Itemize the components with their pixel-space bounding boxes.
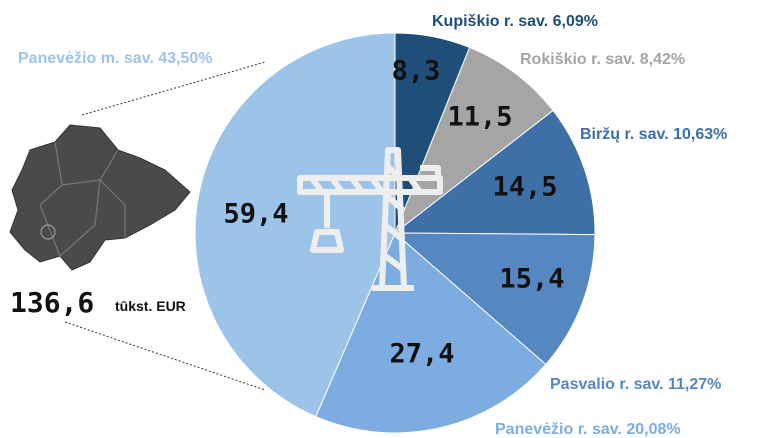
crane-icon [297, 147, 443, 291]
data-label: 59,4 [223, 199, 288, 230]
legend-label: Biržų r. sav. 10,63% [580, 126, 727, 143]
legend-label: Rokiškio r. sav. 8,42% [520, 51, 685, 68]
data-label: 15,4 [499, 264, 564, 295]
data-label: 27,4 [389, 339, 454, 370]
total-unit: tūkst. EUR [115, 298, 186, 314]
pie-slice [194, 32, 396, 418]
legend-label: Panevėžio m. sav. 43,50% [18, 50, 212, 67]
pie-slice [393, 46, 554, 235]
legend-label: Kupiškio r. sav. 6,09% [432, 13, 598, 30]
data-label: 8,3 [392, 56, 441, 87]
total: 136,6 [10, 286, 94, 319]
pie-slice [315, 232, 547, 434]
pie [194, 32, 596, 434]
legend-label: Panevėžio r. sav. 20,08% [495, 421, 681, 438]
pie-slice [393, 232, 596, 366]
data-label: 14,5 [492, 172, 557, 203]
leader-line [64, 321, 266, 391]
data-label: 11,5 [447, 102, 512, 133]
region-map [9, 124, 191, 271]
pie-slice [393, 109, 596, 236]
leader-line [81, 61, 266, 116]
legend-label: Pasvalio r. sav. 11,27% [550, 376, 721, 393]
